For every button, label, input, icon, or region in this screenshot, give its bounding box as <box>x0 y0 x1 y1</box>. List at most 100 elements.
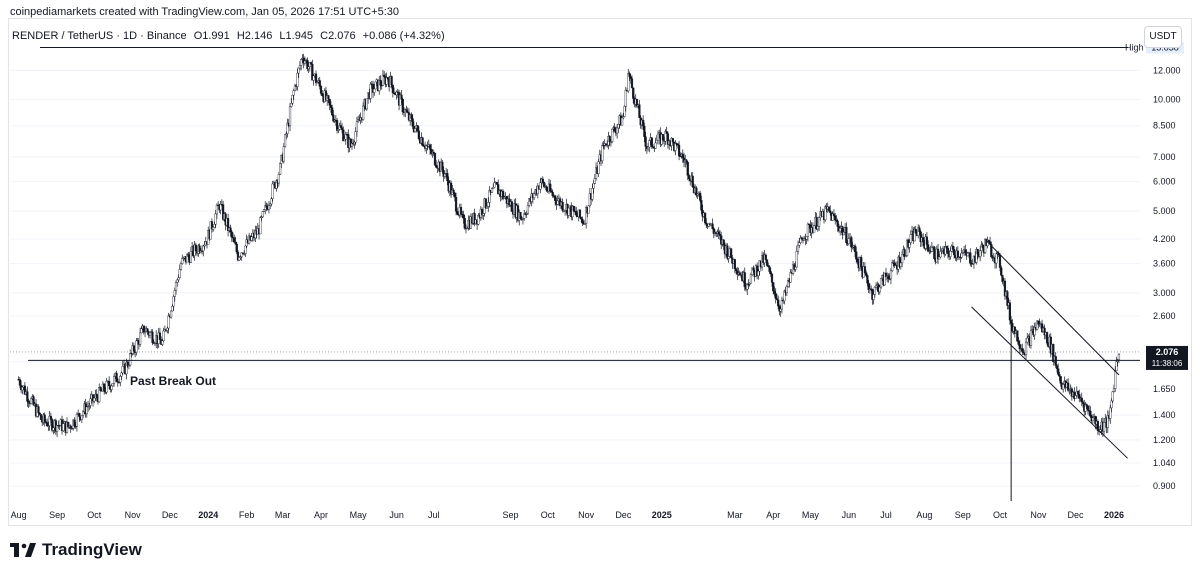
y-tick-label: 0.900 <box>1153 481 1176 491</box>
candle-body <box>780 300 784 310</box>
candle-body <box>374 81 377 90</box>
candle-body <box>173 290 176 297</box>
candle-body <box>855 251 858 260</box>
y-tick-label: 1.650 <box>1153 384 1176 394</box>
candle-body <box>178 269 181 278</box>
candle-body <box>903 249 906 258</box>
candle-body <box>233 237 236 243</box>
candle-body <box>866 275 869 284</box>
candle-body <box>240 252 243 258</box>
candle-body <box>417 130 420 139</box>
candle-body <box>1081 401 1085 404</box>
candle-body <box>591 188 594 200</box>
change-value: +0.086 (+4.32%) <box>362 30 445 42</box>
candle-body <box>67 421 70 428</box>
candle-body <box>297 67 300 74</box>
candle-body <box>765 259 769 266</box>
candle-body <box>37 406 40 414</box>
candle-body <box>456 211 459 215</box>
candle-body <box>665 131 668 134</box>
candle-body <box>103 383 106 392</box>
candle-body <box>433 153 437 166</box>
candle-body <box>726 245 729 259</box>
candle-body <box>575 211 578 216</box>
candle-body <box>298 65 302 69</box>
candle-body <box>112 376 116 384</box>
tradingview-brand[interactable]: TradingView <box>10 540 142 560</box>
candle-body <box>485 206 489 209</box>
candle-body <box>270 198 273 205</box>
candle-body <box>340 127 344 131</box>
candle-body <box>379 79 382 86</box>
x-tick-label: 2025 <box>652 510 672 520</box>
candle-body <box>630 78 634 89</box>
candle-body <box>889 270 893 280</box>
candle-body <box>416 125 419 132</box>
candle-body <box>38 412 41 415</box>
candle-body <box>519 212 522 219</box>
candle-body <box>129 353 132 366</box>
candle-body <box>482 213 485 216</box>
candle-body <box>922 237 925 242</box>
candle-body <box>1003 280 1007 297</box>
candle-body <box>632 87 635 99</box>
candle-body <box>556 200 559 205</box>
x-tick-label: Sep <box>955 510 971 520</box>
candle-body <box>214 213 217 225</box>
candle-body <box>151 331 154 343</box>
candle-body <box>635 98 639 107</box>
candle-body <box>779 308 782 312</box>
candle-body <box>410 114 413 119</box>
candle-body <box>181 258 184 264</box>
candle-body <box>1055 365 1059 369</box>
candle-body <box>179 263 183 270</box>
chart-area[interactable] <box>8 18 1192 526</box>
candle-body <box>873 286 876 295</box>
candle-body <box>120 372 123 377</box>
currency-unit-button[interactable]: USDT <box>1144 26 1182 48</box>
candle-body <box>580 217 583 220</box>
candle-body <box>601 145 604 161</box>
x-tick-label: Apr <box>314 510 328 520</box>
candle-body <box>908 242 911 248</box>
candle-body <box>647 146 650 150</box>
candle-body <box>773 290 776 294</box>
candle-body <box>110 385 113 390</box>
candle-body <box>939 251 942 258</box>
x-tick-label: Aug <box>11 510 27 520</box>
candle-body <box>717 231 720 235</box>
candle-body <box>1080 397 1083 403</box>
candle-body <box>853 245 857 253</box>
candle-body <box>1043 327 1046 336</box>
x-tick-label: Jul <box>428 510 440 520</box>
candle-body <box>435 164 438 168</box>
candle-body <box>262 209 266 212</box>
candle-body <box>1086 406 1090 411</box>
candle-body <box>554 195 557 201</box>
candle-body <box>26 391 29 402</box>
candle-body <box>480 209 484 216</box>
candle-body <box>1026 337 1029 343</box>
candle-body <box>146 328 149 333</box>
candle-body <box>956 250 959 258</box>
channel-upper-line <box>986 240 1120 376</box>
x-tick-label: Sep <box>49 510 65 520</box>
candle-body <box>613 127 616 132</box>
candle-body <box>661 134 665 141</box>
candle-body <box>140 328 143 334</box>
candle-body <box>339 125 342 128</box>
candle-body <box>1085 404 1088 407</box>
x-tick-label: Aug <box>916 510 932 520</box>
candle-body <box>452 189 455 194</box>
candle-body <box>454 197 458 212</box>
candle-body <box>909 234 912 243</box>
candle-body <box>443 173 447 177</box>
candle-body <box>879 278 883 288</box>
candle-body <box>391 84 394 94</box>
candle-body <box>158 332 162 340</box>
candle-body <box>495 182 499 185</box>
tradingview-logo-icon <box>10 543 36 557</box>
candle-body <box>643 125 646 137</box>
